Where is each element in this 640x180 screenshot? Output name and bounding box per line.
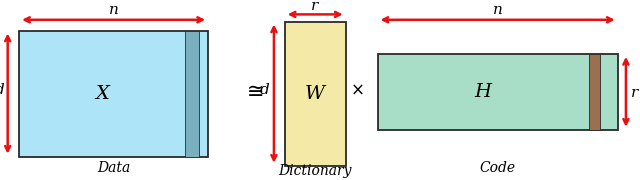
Bar bbox=[285, 22, 346, 166]
Text: r: r bbox=[631, 86, 639, 100]
Text: $\times$: $\times$ bbox=[350, 81, 364, 99]
Text: Dictionary: Dictionary bbox=[278, 164, 351, 178]
Text: d: d bbox=[259, 83, 269, 97]
Text: H: H bbox=[475, 83, 492, 101]
Text: X: X bbox=[95, 85, 109, 103]
Text: Code: Code bbox=[480, 161, 516, 175]
Text: $\cong$: $\cong$ bbox=[242, 80, 264, 100]
Text: r: r bbox=[311, 0, 319, 13]
Text: W: W bbox=[305, 85, 325, 103]
Text: n: n bbox=[493, 3, 503, 17]
Bar bbox=[19, 31, 208, 157]
Text: Data: Data bbox=[97, 161, 131, 175]
Bar bbox=[186, 31, 200, 157]
Text: d: d bbox=[0, 83, 5, 97]
Text: n: n bbox=[109, 3, 119, 17]
Bar bbox=[589, 54, 600, 130]
Bar bbox=[378, 54, 618, 130]
